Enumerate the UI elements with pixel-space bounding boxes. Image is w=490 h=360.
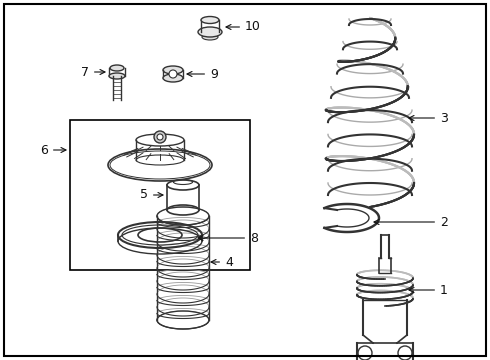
Text: 4: 4 [211,256,233,269]
Ellipse shape [198,27,222,37]
Ellipse shape [109,73,125,79]
Circle shape [154,131,166,143]
Ellipse shape [110,65,124,71]
Ellipse shape [202,34,218,40]
Text: 1: 1 [409,284,448,297]
Ellipse shape [163,66,183,74]
Circle shape [157,134,163,140]
Ellipse shape [201,17,219,23]
Text: 10: 10 [226,21,261,33]
Text: 6: 6 [40,144,66,157]
Text: 9: 9 [187,68,218,81]
Bar [70,120,250,270]
Ellipse shape [163,74,183,82]
Text: 8: 8 [198,231,258,244]
Circle shape [169,70,177,78]
Text: 5: 5 [140,189,163,202]
Text: 2: 2 [374,216,448,229]
Text: 3: 3 [409,112,448,125]
Text: 7: 7 [81,66,105,78]
